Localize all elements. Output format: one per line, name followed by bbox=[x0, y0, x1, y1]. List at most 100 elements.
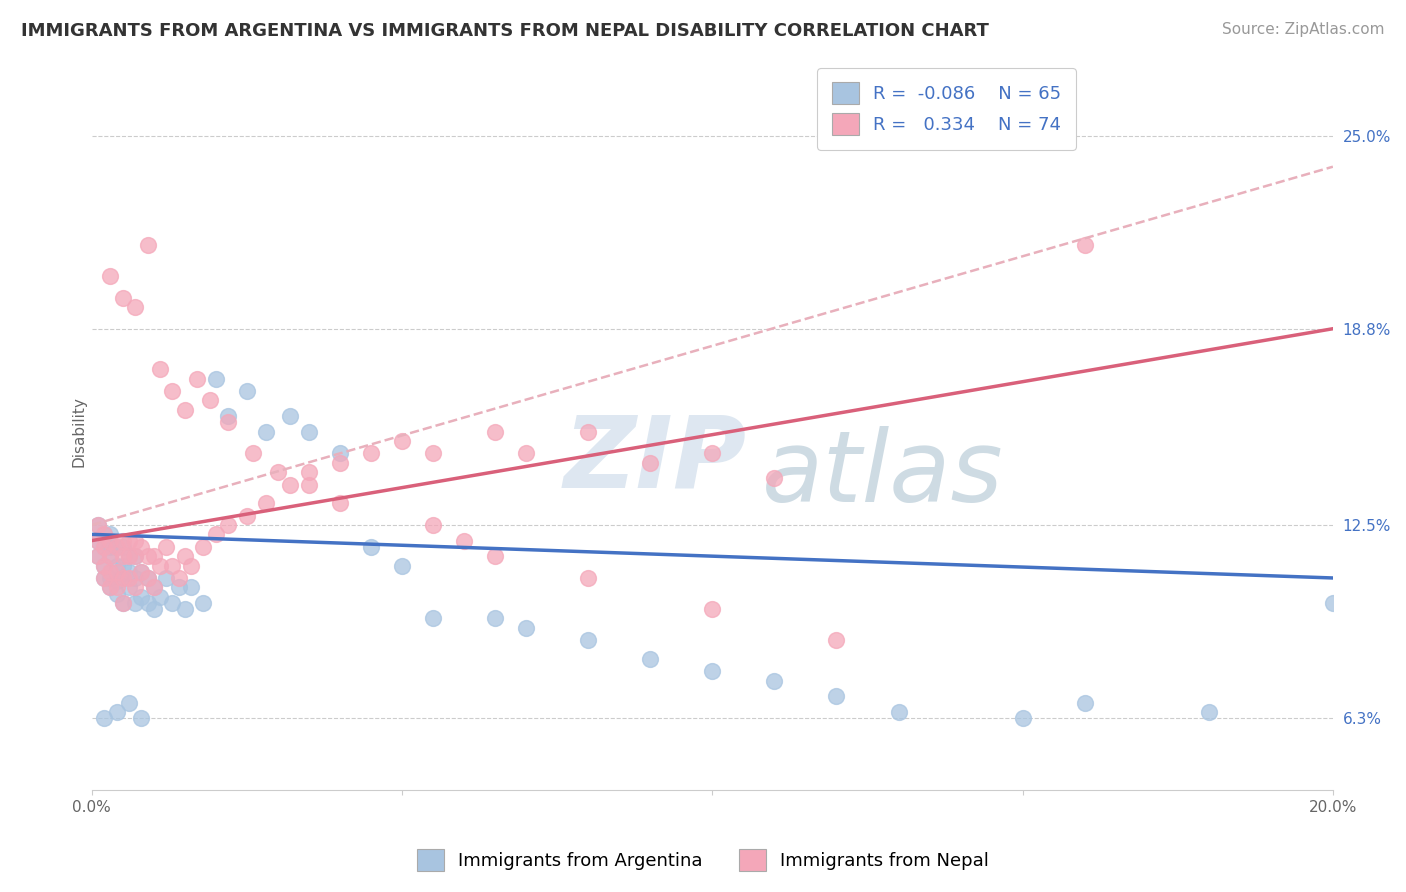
Point bbox=[131, 711, 153, 725]
Point bbox=[111, 533, 134, 548]
Point bbox=[186, 371, 208, 385]
Point bbox=[100, 527, 122, 541]
Point bbox=[422, 611, 444, 625]
Point bbox=[124, 549, 146, 563]
Point bbox=[124, 571, 146, 585]
Point bbox=[105, 705, 128, 719]
Point bbox=[118, 580, 141, 594]
Point bbox=[576, 425, 599, 439]
Point bbox=[205, 371, 228, 385]
Point bbox=[100, 549, 122, 563]
Point bbox=[391, 434, 413, 448]
Point bbox=[329, 446, 352, 460]
Text: IMMIGRANTS FROM ARGENTINA VS IMMIGRANTS FROM NEPAL DISABILITY CORRELATION CHART: IMMIGRANTS FROM ARGENTINA VS IMMIGRANTS … bbox=[21, 22, 988, 40]
Point bbox=[142, 580, 165, 594]
Point bbox=[576, 571, 599, 585]
Point bbox=[763, 471, 786, 485]
Point bbox=[193, 596, 215, 610]
Point bbox=[180, 558, 202, 573]
Point bbox=[118, 571, 141, 585]
Point bbox=[763, 673, 786, 688]
Point bbox=[167, 571, 190, 585]
Point bbox=[887, 705, 910, 719]
Point bbox=[298, 477, 321, 491]
Point bbox=[93, 540, 115, 554]
Point bbox=[236, 508, 259, 523]
Point bbox=[111, 549, 134, 563]
Point bbox=[118, 549, 141, 563]
Point bbox=[142, 580, 165, 594]
Point bbox=[105, 586, 128, 600]
Point bbox=[87, 549, 110, 563]
Point bbox=[93, 711, 115, 725]
Point bbox=[136, 596, 159, 610]
Point bbox=[105, 565, 128, 579]
Point bbox=[360, 446, 382, 460]
Point bbox=[124, 300, 146, 314]
Point bbox=[124, 533, 146, 548]
Point bbox=[267, 465, 290, 479]
Point bbox=[173, 602, 195, 616]
Point bbox=[124, 549, 146, 563]
Point bbox=[422, 446, 444, 460]
Point bbox=[391, 558, 413, 573]
Point bbox=[100, 268, 122, 283]
Point bbox=[100, 565, 122, 579]
Point bbox=[93, 527, 115, 541]
Point bbox=[105, 574, 128, 588]
Point bbox=[111, 571, 134, 585]
Point bbox=[100, 580, 122, 594]
Point bbox=[155, 571, 177, 585]
Point bbox=[105, 558, 128, 573]
Point bbox=[93, 558, 115, 573]
Point bbox=[87, 518, 110, 533]
Point bbox=[118, 533, 141, 548]
Point bbox=[1198, 705, 1220, 719]
Point bbox=[149, 558, 172, 573]
Point bbox=[702, 665, 724, 679]
Point bbox=[93, 527, 115, 541]
Point bbox=[142, 602, 165, 616]
Point bbox=[131, 590, 153, 604]
Point bbox=[1322, 596, 1344, 610]
Point bbox=[298, 465, 321, 479]
Point bbox=[149, 590, 172, 604]
Point bbox=[329, 456, 352, 470]
Point bbox=[825, 690, 848, 704]
Point bbox=[162, 596, 184, 610]
Point bbox=[217, 518, 239, 533]
Point bbox=[124, 596, 146, 610]
Point bbox=[93, 571, 115, 585]
Point bbox=[1073, 237, 1095, 252]
Point bbox=[515, 621, 537, 635]
Point bbox=[180, 580, 202, 594]
Point bbox=[193, 540, 215, 554]
Point bbox=[825, 633, 848, 648]
Point bbox=[162, 558, 184, 573]
Point bbox=[484, 549, 506, 563]
Point bbox=[100, 571, 122, 585]
Text: ZIP: ZIP bbox=[564, 412, 747, 508]
Point bbox=[205, 527, 228, 541]
Point bbox=[131, 565, 153, 579]
Point bbox=[100, 533, 122, 548]
Point bbox=[111, 596, 134, 610]
Point bbox=[702, 446, 724, 460]
Point bbox=[100, 540, 122, 554]
Point bbox=[198, 393, 221, 408]
Point bbox=[254, 496, 277, 510]
Point bbox=[111, 571, 134, 585]
Point bbox=[93, 571, 115, 585]
Point bbox=[111, 540, 134, 554]
Point bbox=[142, 549, 165, 563]
Point bbox=[87, 518, 110, 533]
Point bbox=[93, 540, 115, 554]
Point bbox=[280, 477, 302, 491]
Text: Source: ZipAtlas.com: Source: ZipAtlas.com bbox=[1222, 22, 1385, 37]
Text: atlas: atlas bbox=[762, 426, 1004, 523]
Point bbox=[162, 384, 184, 398]
Point bbox=[87, 533, 110, 548]
Point bbox=[236, 384, 259, 398]
Point bbox=[173, 549, 195, 563]
Point bbox=[702, 602, 724, 616]
